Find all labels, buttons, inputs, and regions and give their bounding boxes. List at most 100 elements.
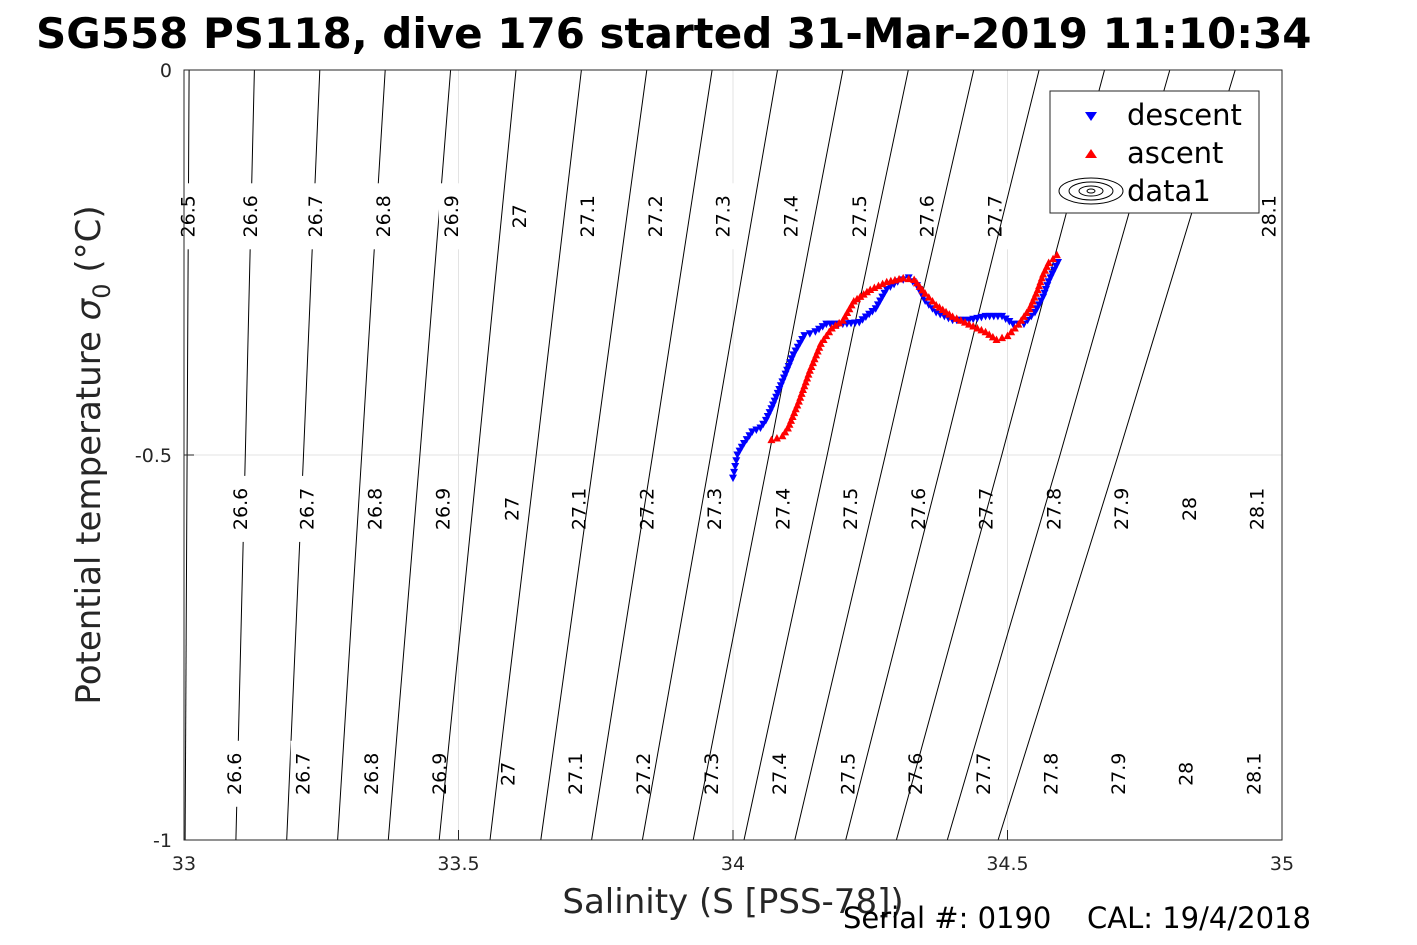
contour-label: 27.2 (633, 753, 655, 795)
ascent-point (1037, 273, 1046, 282)
legend-descent-label: descent (1127, 98, 1242, 132)
descent-point (752, 426, 761, 434)
ascent-point (794, 397, 803, 405)
ascent-point (849, 297, 858, 305)
ascent-point (985, 330, 994, 338)
ascent-point (1044, 258, 1053, 266)
ascent-point (831, 321, 840, 329)
contour-label: 27.6 (905, 753, 927, 795)
ascent-point (948, 312, 957, 320)
data-series (729, 250, 1063, 483)
ascent-point (845, 304, 854, 313)
ascent-point (1030, 293, 1039, 301)
ascent-point (998, 333, 1007, 342)
ascent-point (825, 327, 834, 336)
ascent-point (1028, 297, 1037, 305)
ascent-point (878, 279, 887, 288)
contour-label: 27.6 (916, 195, 938, 237)
descent-point (1001, 315, 1010, 323)
ascent-point (819, 335, 828, 343)
ascent-point (856, 292, 865, 300)
contour-label: 26.9 (433, 488, 455, 530)
contour-label: 26.6 (224, 753, 246, 795)
descent-point (729, 474, 737, 483)
ascent-point (904, 274, 913, 283)
ascent-point (988, 332, 997, 341)
ascent-point (827, 323, 836, 332)
contour-label: 27.2 (645, 195, 667, 237)
ascent-point (977, 325, 986, 334)
descent-point (730, 468, 739, 477)
ascent-point (1041, 266, 1050, 274)
ascent-point (798, 385, 807, 394)
contour-label-gap (1038, 740, 1065, 807)
ascent-point (808, 358, 817, 367)
x-tick-label: 34 (721, 853, 745, 875)
ascent-point (787, 416, 796, 424)
ascent-point (859, 290, 868, 298)
descent-point (886, 283, 895, 291)
contour-label-gap (1105, 740, 1132, 807)
ascent-point (969, 322, 978, 330)
contour-label: 27.8 (1044, 488, 1066, 530)
contour-label-gap (1041, 475, 1068, 542)
contour-label-gap (495, 740, 522, 807)
x-tick-label: 35 (1270, 853, 1294, 875)
ascent-point (1017, 316, 1026, 324)
contour-label: 27 (497, 762, 519, 786)
contour-label: 26.9 (441, 195, 463, 237)
descent-point (998, 312, 1007, 321)
contour-line (794, 69, 975, 841)
contour-label: 27.3 (701, 753, 723, 795)
ascent-point (1022, 308, 1031, 317)
contour-label: 26.8 (365, 488, 387, 530)
contour-line (540, 69, 648, 841)
ascent-point (800, 381, 809, 390)
ascent-point (847, 300, 856, 309)
chart-title: SG558 PS118, dive 176 started 31-Mar-201… (36, 9, 1312, 58)
ascent-point (772, 434, 781, 442)
ascent-point (992, 335, 1001, 343)
ascent-point (1010, 323, 1019, 332)
contour-label-gap (302, 183, 329, 250)
contour-label: 27 (501, 497, 523, 521)
ascent-point (791, 404, 800, 413)
contour-label: 26.6 (230, 488, 252, 530)
contour-label-gap (562, 740, 589, 807)
contour-label: 27.1 (568, 488, 590, 530)
contour-label: 27.5 (837, 753, 859, 795)
contour-label-gap (701, 475, 728, 542)
ascent-point (783, 424, 792, 432)
ascent-point (1035, 281, 1044, 290)
contour-label-gap (770, 475, 797, 542)
contour-label: 27.5 (849, 195, 871, 237)
ascent-point (805, 366, 814, 374)
contour-line (845, 69, 1040, 841)
ascent-point (1032, 289, 1041, 297)
ascent-point (793, 400, 802, 409)
contour-label-gap (902, 740, 929, 807)
descent-point (815, 325, 824, 334)
contour-label: 28.1 (1244, 753, 1266, 795)
y-tick-label: -0.5 (135, 445, 172, 467)
contour-label: 28.1 (1258, 195, 1280, 237)
descent-point (1005, 318, 1014, 326)
contour-label: 27.1 (565, 753, 587, 795)
legend-data1-label: data1 (1127, 174, 1211, 208)
ascent-point (835, 318, 844, 327)
ascent-point (862, 287, 871, 296)
contour-label-gap (778, 183, 805, 250)
contour-label-gap (506, 183, 533, 250)
contour-label-gap (906, 475, 933, 542)
contour-label: 27.1 (577, 195, 599, 237)
contour-label: 27.4 (769, 753, 791, 795)
ascent-point (866, 285, 875, 293)
ascent-point (810, 354, 819, 363)
ascent-point (788, 412, 797, 420)
contour-label-gap (970, 740, 997, 807)
ascent-point (1007, 327, 1016, 336)
contour-label-gap (566, 475, 593, 542)
ascent-point (965, 320, 974, 328)
ascent-point (1027, 300, 1036, 309)
contour-label: 27.2 (636, 488, 658, 530)
